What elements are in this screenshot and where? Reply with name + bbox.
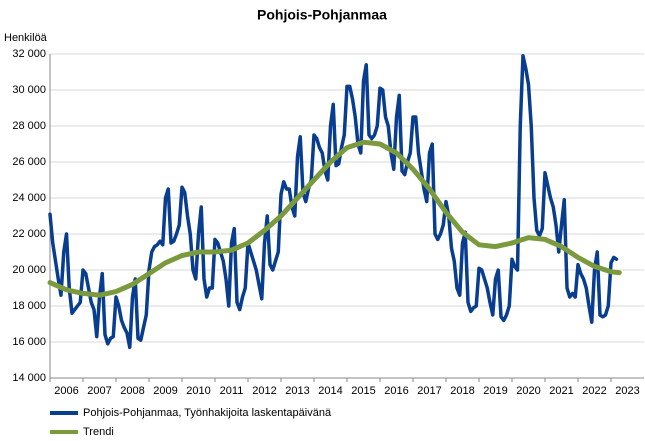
chart-title: Pohjois-Pohjanmaa [257, 7, 387, 23]
x-tick-label: 2019 [483, 385, 507, 397]
x-tick-label: 2023 [615, 385, 639, 397]
x-tick-label: 2009 [153, 385, 177, 397]
x-tick-label: 2011 [220, 385, 244, 397]
x-tick-label: 2013 [285, 385, 309, 397]
x-tick-label: 2021 [549, 385, 573, 397]
y-tick-label: 24 000 [12, 192, 46, 204]
series-line [48, 54, 619, 350]
y-tick-label: 26 000 [12, 156, 46, 168]
legend-label: Pohjois-Pohjanmaa, Työnhakijoita laskent… [83, 407, 332, 419]
y-axis-label: Henkilöä [4, 32, 48, 44]
series-line [47, 139, 622, 298]
x-tick-label: 2012 [252, 385, 276, 397]
y-tick-label: 16 000 [12, 336, 46, 348]
y-tick-label: 18 000 [12, 300, 46, 312]
x-tick-label: 2018 [450, 385, 474, 397]
y-tick-label: 22 000 [12, 228, 46, 240]
x-tick-label: 2010 [186, 385, 210, 397]
x-tick-label: 2015 [351, 385, 375, 397]
x-tick-label: 2014 [318, 385, 342, 397]
y-tick-label: 28 000 [12, 120, 46, 132]
x-tick-label: 2007 [87, 385, 111, 397]
y-tick-label: 32 000 [12, 48, 46, 60]
x-tick-label: 2016 [384, 385, 408, 397]
legend-label: Trendi [83, 426, 114, 438]
y-tick-label: 14 000 [12, 372, 46, 384]
x-tick-label: 2008 [120, 385, 144, 397]
y-tick-label: 20 000 [12, 264, 46, 276]
x-tick-label: 2022 [582, 385, 606, 397]
x-tick-label: 2006 [54, 385, 78, 397]
y-tick-label: 30 000 [12, 84, 46, 96]
x-tick-label: 2017 [417, 385, 441, 397]
x-tick-label: 2020 [516, 385, 540, 397]
